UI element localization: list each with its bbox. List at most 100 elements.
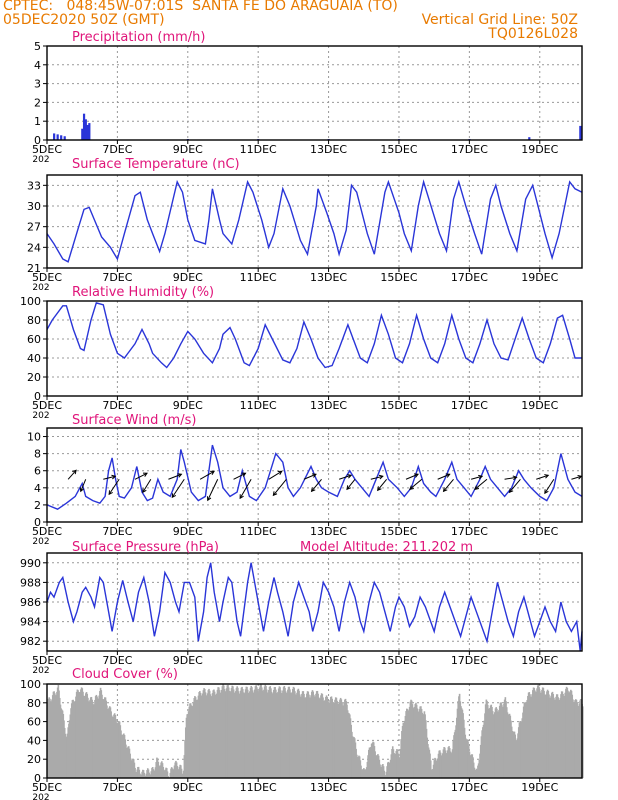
x-tick-label: 19DEC xyxy=(521,654,558,667)
wind-arrow-head xyxy=(376,486,382,492)
header-datetime: 05DEC2020 50Z (GMT) xyxy=(3,12,165,28)
wind-arrow-head xyxy=(277,470,283,475)
wind-arrow-head xyxy=(142,488,147,494)
wind-arrow xyxy=(272,478,287,496)
panel-title: Relative Humidity (%) xyxy=(72,285,214,300)
panel-title: Surface Pressure (hPa) xyxy=(72,540,219,555)
wind-arrow-head xyxy=(177,473,183,478)
wind-arrow xyxy=(103,475,116,480)
wind-arrow-head xyxy=(442,487,448,493)
cloud-bar xyxy=(384,775,386,778)
wind-arrow xyxy=(233,472,246,480)
y-tick-label: 8 xyxy=(34,448,41,461)
wind-arrow xyxy=(171,478,185,498)
wind-arrow xyxy=(346,478,356,490)
y-tick-label: 60 xyxy=(27,716,41,729)
y-tick-label: 33 xyxy=(27,179,41,192)
y-tick-label: 27 xyxy=(27,221,41,234)
y-tick-label: 986 xyxy=(20,596,41,609)
y-tick-label: 988 xyxy=(20,576,41,589)
wind-arrow-head xyxy=(210,470,216,475)
wind-arrow xyxy=(80,479,87,492)
x-tick-label: 9DEC xyxy=(173,781,203,794)
x-tick-label: 17DEC xyxy=(451,399,488,412)
x-tick-label: 17DEC xyxy=(451,525,488,538)
cloud-bar xyxy=(429,760,432,778)
y-tick-label: 21 xyxy=(27,262,41,275)
x-tick-label: 19DEC xyxy=(521,399,558,412)
y-tick-label: 30 xyxy=(27,200,41,213)
y-tick-label: 0 xyxy=(34,134,41,147)
x-tick-label: 7DEC xyxy=(102,399,132,412)
wind-arrow xyxy=(536,474,549,480)
y-tick-label: 3 xyxy=(34,78,41,91)
series-line xyxy=(46,179,583,263)
wind-arrow xyxy=(108,478,120,495)
wind-arrow-head xyxy=(311,473,317,478)
precip-bar xyxy=(84,119,87,140)
wind-arrow xyxy=(370,475,383,480)
series-line xyxy=(46,562,583,652)
y-tick-label: 0 xyxy=(34,772,41,785)
panel-frame xyxy=(46,552,583,652)
y-tick-label: 990 xyxy=(20,557,41,570)
x-tick-label: 13DEC xyxy=(310,143,347,156)
cloud-bar xyxy=(582,706,584,778)
y-tick-label: 100 xyxy=(20,295,41,308)
wind-arrow xyxy=(544,479,555,494)
x-tick-label: 5DEC xyxy=(32,271,62,284)
y-tick-label: 40 xyxy=(27,352,41,365)
y-tick-label: 20 xyxy=(27,753,41,766)
wind-arrow xyxy=(377,478,388,491)
x-tick-label: 19DEC xyxy=(521,143,558,156)
wind-arrow-head xyxy=(142,472,148,477)
wind-arrow-head xyxy=(272,491,278,497)
panel-title: Surface Wind (m/s) xyxy=(72,413,196,428)
x-tick-label: 11DEC xyxy=(240,143,277,156)
series-line xyxy=(46,302,582,369)
wind-arrow-head xyxy=(346,485,351,491)
wind-arrow-head xyxy=(72,469,77,475)
x-tick-label: 5DEC xyxy=(32,781,62,794)
x-tick-label: 11DEC xyxy=(240,781,277,794)
y-tick-label: 0 xyxy=(34,516,41,529)
x-tick-label: 9DEC xyxy=(173,654,203,667)
wind-arrow xyxy=(268,470,283,480)
wind-arrow-head xyxy=(79,487,85,493)
x-tick-label: 19DEC xyxy=(521,271,558,284)
wind-arrow xyxy=(134,472,148,480)
wind-arrow-head xyxy=(378,474,384,480)
x-tick-label: 9DEC xyxy=(173,143,203,156)
x-tick-label: 11DEC xyxy=(240,399,277,412)
wind-arrow-head xyxy=(544,474,550,479)
wind-arrow xyxy=(239,479,252,499)
wind-arrow-head xyxy=(310,487,316,493)
x-tick-label: 15DEC xyxy=(380,525,417,538)
y-tick-label: 20 xyxy=(27,371,41,384)
x-tick-label: 15DEC xyxy=(380,143,417,156)
x-tick-label: 13DEC xyxy=(310,654,347,667)
wind-arrow xyxy=(303,473,317,480)
panel-frame xyxy=(46,300,583,397)
precip-bar xyxy=(88,123,91,140)
y-tick-label: 80 xyxy=(27,697,41,710)
wind-arrow xyxy=(311,478,322,492)
wind-arrow-head xyxy=(409,485,414,490)
header-location: CPTEC: 048:45W-07:01S SANTA FE DO ARAGUA… xyxy=(3,0,398,14)
x-year-label: 202 xyxy=(32,155,49,165)
model-altitude-label: Model Altitude: 211.202 m xyxy=(300,540,473,555)
wind-arrow-head xyxy=(206,496,212,502)
y-tick-label: 2 xyxy=(34,499,41,512)
x-tick-label: 11DEC xyxy=(240,271,277,284)
x-year-label: 202 xyxy=(32,411,49,421)
x-tick-label: 13DEC xyxy=(310,271,347,284)
wind-arrow-head xyxy=(171,493,177,499)
panel-title: Surface Temperature (nC) xyxy=(72,157,240,172)
wind-arrow xyxy=(474,478,488,490)
x-tick-label: 5DEC xyxy=(32,399,62,412)
cloud-bar xyxy=(166,771,169,778)
x-tick-label: 15DEC xyxy=(380,271,417,284)
wind-arrow-head xyxy=(239,494,244,500)
x-tick-label: 17DEC xyxy=(451,654,488,667)
